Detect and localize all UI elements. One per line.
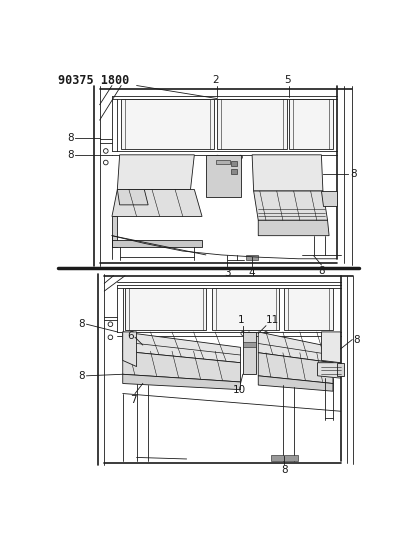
Text: 3: 3 [224, 268, 231, 278]
Polygon shape [230, 161, 237, 166]
Polygon shape [271, 455, 298, 461]
Polygon shape [121, 99, 214, 149]
Text: 5: 5 [284, 75, 291, 85]
Polygon shape [258, 353, 333, 384]
Polygon shape [317, 363, 341, 378]
Polygon shape [123, 332, 137, 367]
Text: 8: 8 [67, 133, 73, 143]
Polygon shape [243, 332, 256, 374]
Polygon shape [112, 239, 202, 247]
Polygon shape [322, 332, 341, 363]
Polygon shape [258, 332, 333, 363]
Text: 8: 8 [318, 266, 325, 277]
Text: 4: 4 [249, 268, 256, 278]
Polygon shape [322, 191, 337, 206]
Polygon shape [258, 220, 329, 236]
Text: 8: 8 [79, 371, 85, 381]
Text: 90375 1800: 90375 1800 [58, 74, 129, 87]
Text: 11: 11 [266, 315, 279, 325]
Polygon shape [123, 332, 241, 363]
Polygon shape [230, 168, 237, 174]
Text: 8: 8 [67, 150, 73, 160]
Polygon shape [123, 374, 241, 390]
Polygon shape [117, 189, 148, 205]
Polygon shape [284, 288, 333, 329]
Text: 8: 8 [350, 169, 357, 179]
Text: 6: 6 [127, 331, 133, 341]
Polygon shape [246, 255, 258, 260]
Text: 2: 2 [212, 75, 219, 85]
Polygon shape [254, 191, 328, 220]
Polygon shape [216, 160, 230, 164]
Polygon shape [117, 155, 194, 189]
Polygon shape [252, 155, 323, 191]
Polygon shape [212, 288, 279, 329]
Text: 10: 10 [232, 385, 245, 395]
Polygon shape [337, 363, 344, 376]
Text: 8: 8 [281, 465, 288, 475]
Text: 7: 7 [130, 395, 137, 405]
Text: 1: 1 [238, 315, 245, 325]
Circle shape [247, 332, 251, 335]
Polygon shape [206, 155, 241, 197]
Polygon shape [123, 351, 241, 382]
Text: 8: 8 [354, 335, 360, 345]
Polygon shape [125, 288, 206, 329]
Text: 8: 8 [79, 319, 85, 329]
Polygon shape [112, 189, 202, 216]
Polygon shape [258, 376, 333, 391]
Polygon shape [112, 216, 117, 247]
Polygon shape [217, 99, 287, 149]
Polygon shape [243, 342, 256, 348]
Polygon shape [289, 99, 333, 149]
